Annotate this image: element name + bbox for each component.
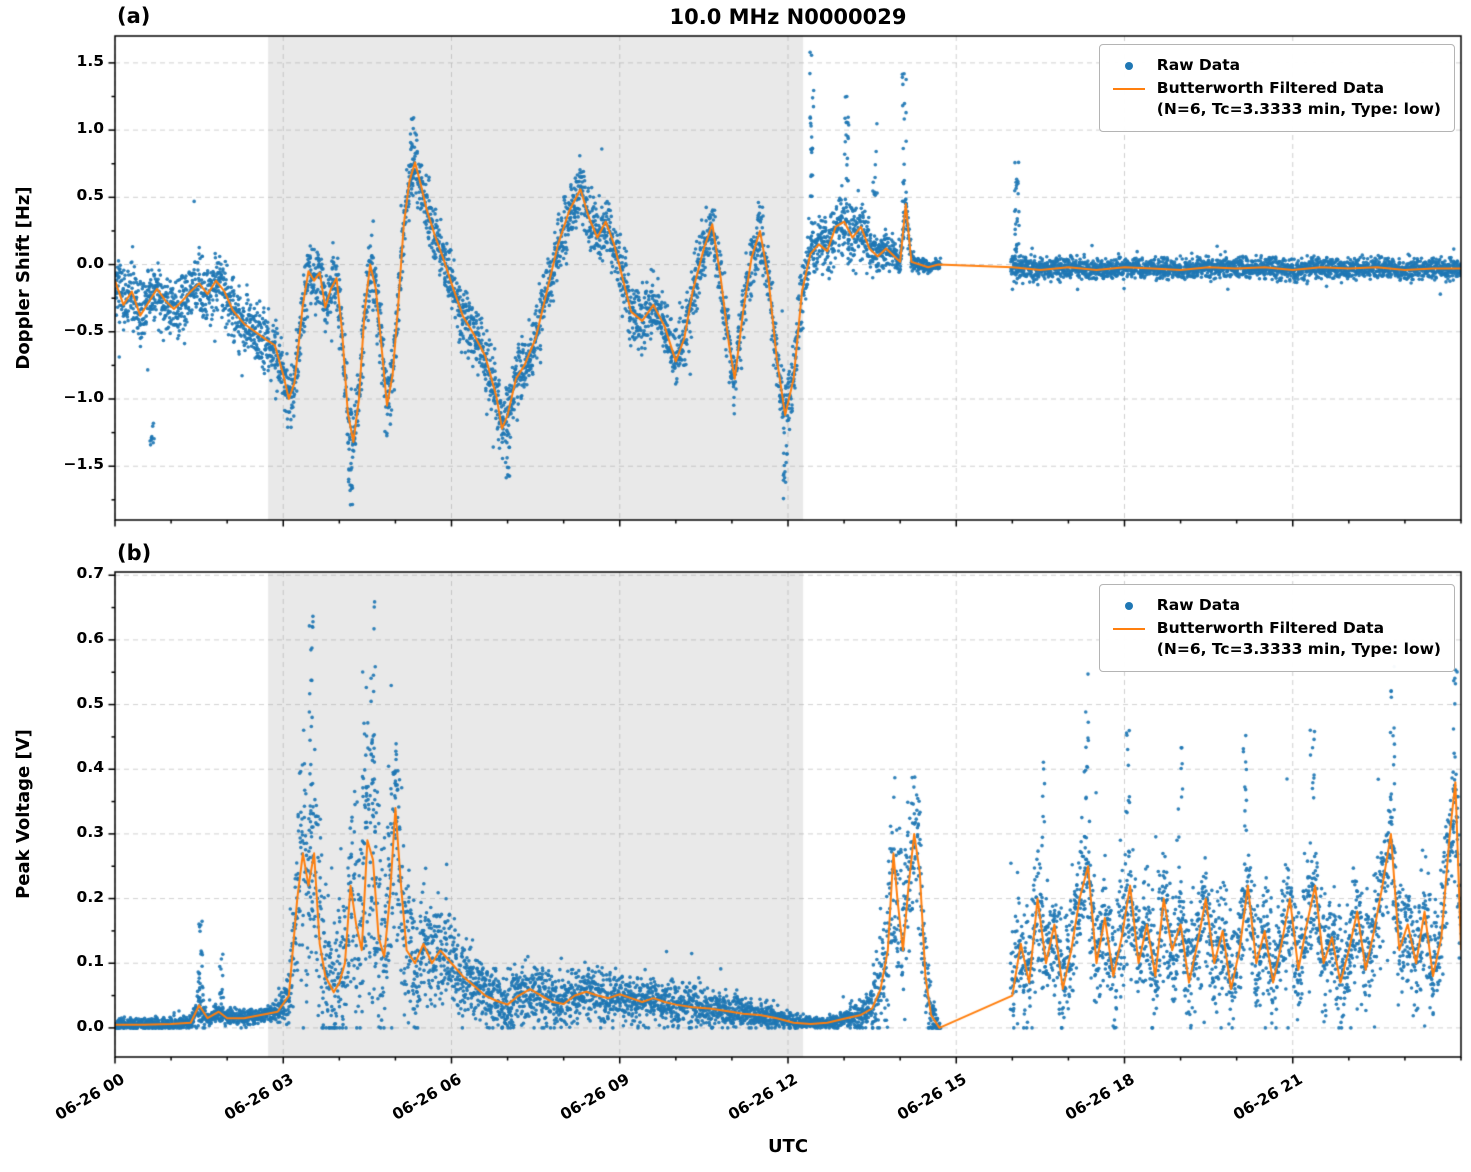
y-tick-label: 0.0 [76,253,104,272]
filtered-line-marker-icon [1111,78,1147,99]
y-tick-label: 0.4 [76,758,104,777]
y-axis-label-doppler: Doppler Shift [Hz] [13,186,34,370]
y-tick-label: 0.7 [76,564,104,583]
figure-title: 10.0 MHz N0000029 [669,5,907,29]
legend-item-raw: Raw Data [1111,55,1441,76]
y-tick-label: 0.2 [76,887,104,906]
y-tick-label: −1.0 [63,388,104,406]
y-tick-label: −0.5 [63,320,104,339]
legend-item-filtered: Butterworth Filtered Data (N=6, Tc=3.333… [1111,78,1441,120]
legend-panel-b: Raw Data Butterworth Filtered Data (N=6,… [1098,584,1455,672]
raw-data-marker-icon [1111,55,1147,76]
y-tick-label: 1.5 [76,51,104,70]
y-tick-label: 0.6 [76,628,104,647]
legend-item-filtered: Butterworth Filtered Data (N=6, Tc=3.333… [1111,618,1441,660]
legend-item-raw: Raw Data [1111,595,1441,616]
legend-filtered-label: Butterworth Filtered Data (N=6, Tc=3.333… [1157,618,1441,660]
raw-data-marker-icon [1111,595,1147,616]
legend-filtered-line1: Butterworth Filtered Data [1156,79,1385,97]
legend-filtered-label: Butterworth Filtered Data (N=6, Tc=3.333… [1157,78,1441,120]
legend-filtered-line1: Butterworth Filtered Data [1156,619,1385,637]
y-tick-label: 0.3 [76,822,104,841]
y-tick-label: 0.0 [76,1016,104,1035]
y-tick-label: −1.5 [63,455,104,474]
legend-raw-label: Raw Data [1156,596,1241,614]
legend-raw-label: Raw Data [1156,56,1241,74]
y-tick-label: 0.1 [76,952,104,971]
legend-panel-a: Raw Data Butterworth Filtered Data (N=6,… [1098,44,1455,132]
x-axis-label: UTC [767,1136,809,1157]
filtered-line-marker-icon [1111,618,1147,639]
y-tick-label: 0.5 [76,186,104,205]
panel-a-label: (a) [117,4,151,28]
y-axis-label-voltage: Peak Voltage [V] [13,729,34,899]
y-tick-label: 1.0 [76,119,104,138]
panel-b-label: (b) [117,541,152,565]
legend-filtered-line2: (N=6, Tc=3.3333 min, Type: low) [1156,99,1441,118]
y-tick-label: 0.5 [76,693,104,712]
legend-filtered-line2: (N=6, Tc=3.3333 min, Type: low) [1156,639,1441,658]
